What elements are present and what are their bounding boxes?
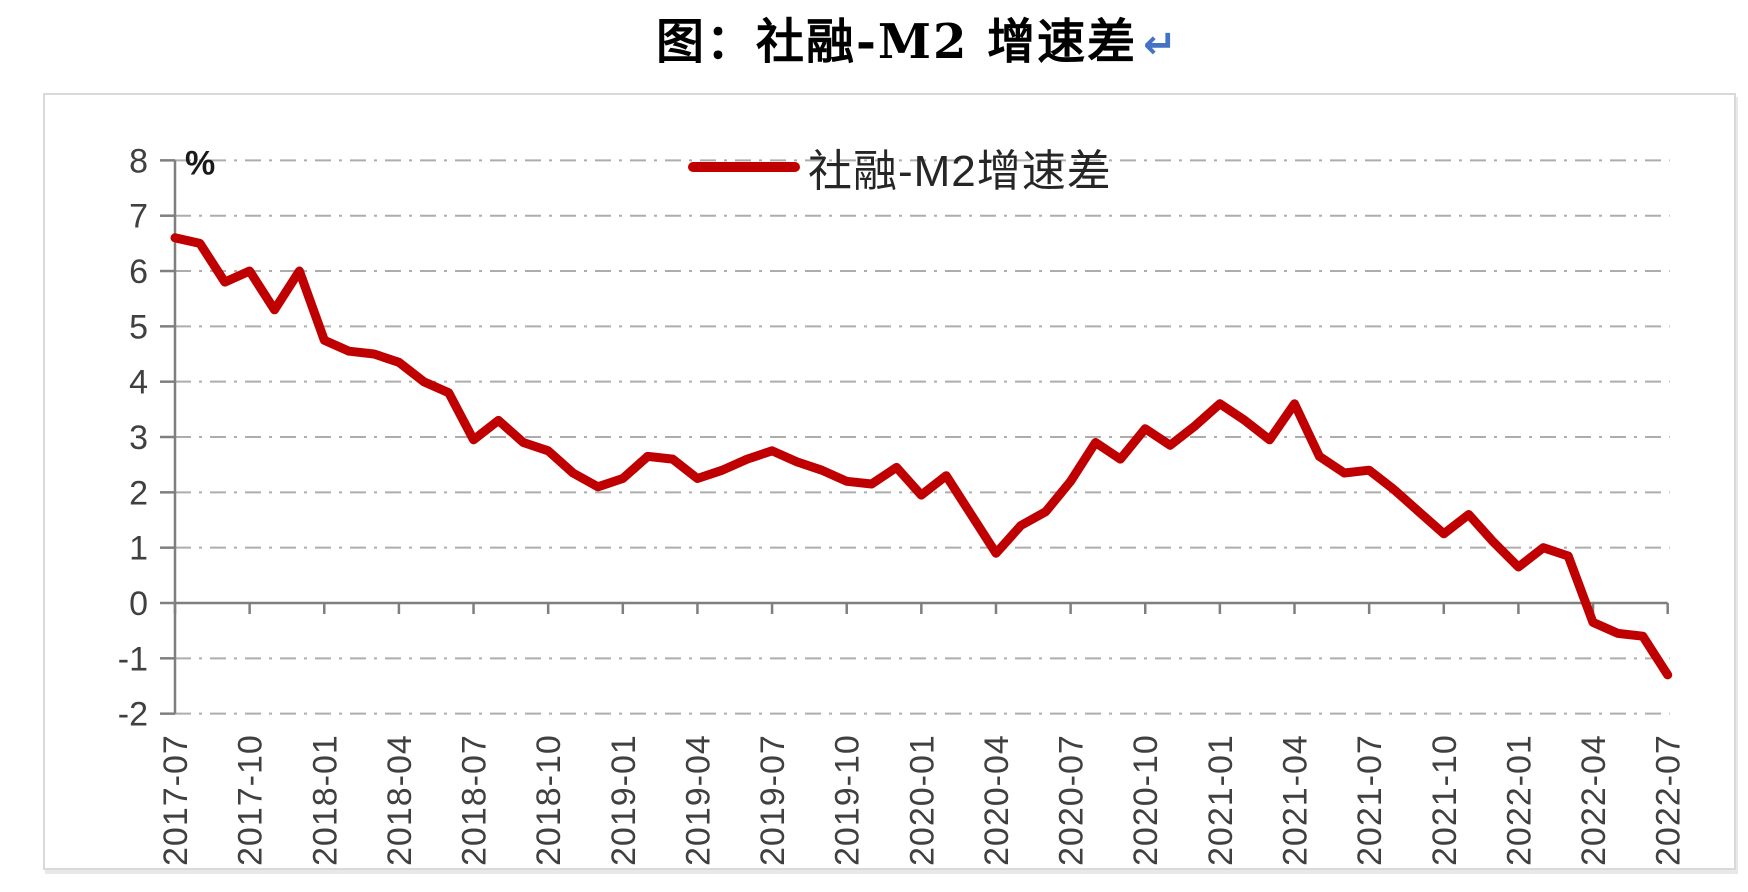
legend-label: 社融-M2增速差 (808, 147, 1112, 196)
y-axis-label: 6 (129, 253, 148, 291)
x-axis-label: 2019-10 (829, 734, 867, 866)
y-axis-label: 7 (129, 198, 148, 236)
x-axis-label: 2019-01 (605, 734, 643, 866)
y-axis-label: -1 (118, 640, 148, 678)
y-axis-label: 5 (129, 308, 148, 346)
y-axis-label: 3 (129, 419, 148, 457)
chart-frame (43, 93, 1736, 870)
x-axis-label: 2018-01 (306, 734, 344, 866)
legend-line-swatch (688, 162, 800, 172)
document-title: 图：社融-M2 增速差 ↵ (656, 2, 1177, 72)
y-axis-label: 0 (129, 585, 148, 623)
paragraph-mark-icon: ↵ (1143, 22, 1177, 68)
x-axis-label: 2022-04 (1575, 734, 1613, 866)
x-axis-label: 2020-07 (1053, 734, 1091, 866)
y-axis-label: 1 (129, 530, 148, 568)
series-line (170, 233, 1673, 680)
x-axis-label: 2018-07 (456, 734, 494, 866)
x-axis-label: 2021-07 (1351, 734, 1389, 866)
x-axis-label: 2019-07 (754, 734, 792, 866)
y-axis-label: 8 (129, 142, 148, 180)
y-axis-unit-label: % (185, 144, 215, 182)
y-axis-label: 4 (129, 364, 148, 402)
y-axis-label: -2 (118, 696, 148, 734)
x-axis-label: 2020-01 (903, 734, 941, 866)
x-axis-label: 2020-10 (1127, 734, 1165, 866)
x-axis-label: 2018-10 (530, 734, 568, 866)
x-axis-label: 2021-04 (1277, 734, 1315, 866)
x-axis-label: 2021-10 (1426, 734, 1464, 866)
legend: 社融-M2增速差 (688, 145, 1112, 196)
x-axis-label: 2022-07 (1650, 734, 1688, 866)
x-axis-label: 2021-01 (1202, 734, 1240, 866)
x-axis-label: 2019-04 (679, 734, 717, 866)
x-axis-label: 2017-07 (157, 734, 195, 866)
x-axis-label: 2017-10 (232, 734, 270, 866)
x-axis-label: 2018-04 (381, 734, 419, 866)
y-axis-label: 2 (129, 474, 148, 512)
x-axis-label: 2022-01 (1500, 734, 1538, 866)
page-title: 图：社融-M2 增速差 (656, 14, 1138, 70)
x-axis-label: 2020-04 (978, 734, 1016, 866)
